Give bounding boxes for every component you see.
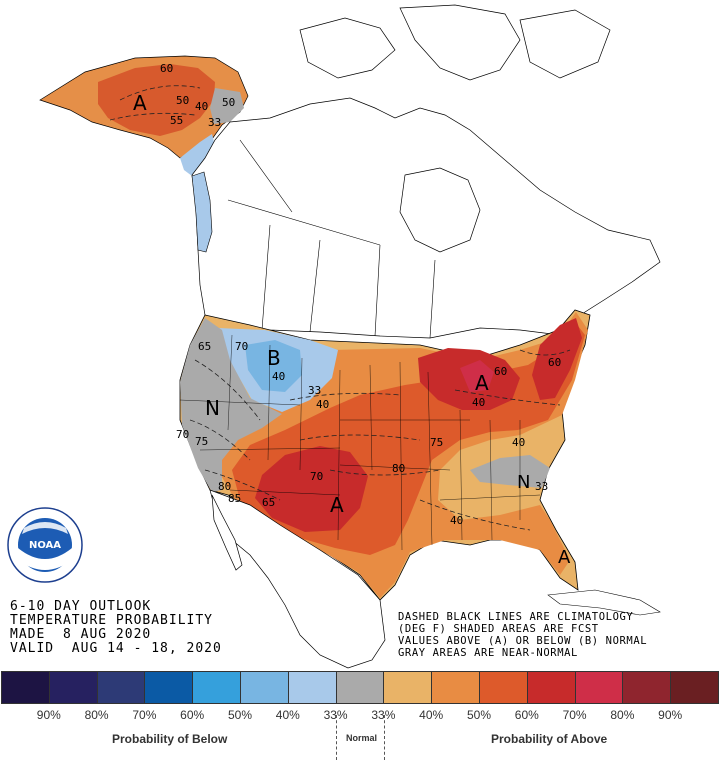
bc-coast-blue (191, 171, 213, 253)
region-above-florida: A (558, 547, 571, 568)
legend-divider-left (336, 715, 337, 760)
legend-below-label: Probability of Below (112, 732, 228, 746)
midwest-peak (460, 360, 494, 392)
region-normal-west: N (205, 396, 220, 420)
noaa-logo: NOAA (7, 507, 83, 583)
region-above-midwest: A (475, 371, 489, 395)
alaska-gray-shade (210, 88, 244, 124)
legend-percent-label: 70% (562, 708, 587, 722)
contour-label: 70 (176, 428, 189, 441)
legend-swatch (1, 671, 50, 704)
legend-percent-label: 50% (466, 708, 492, 722)
outlook-map: A A A A B N N 60 50 40 55 50 33 70 40 33… (7, 4, 661, 669)
alaska-dark-shade (98, 64, 215, 136)
region-above-southwest: A (330, 493, 344, 517)
legend-swatch (287, 671, 337, 704)
contour-label: 40 (450, 514, 463, 527)
legend-swatch (526, 671, 576, 704)
region-below-northwest: B (267, 346, 281, 370)
note-line-4: GRAY AREAS ARE NEAR-NORMAL (398, 647, 578, 659)
contour-label: 40 (512, 436, 525, 449)
legend-percent-label: 60% (180, 708, 205, 722)
contour-label: 65 (262, 496, 275, 509)
note-line-2: (DEG F) SHADED AREAS ARE FCST (398, 623, 599, 635)
contour-label: 33 (308, 384, 321, 397)
legend-percent-label: 60% (514, 708, 539, 722)
contour-label: 65 (198, 340, 211, 353)
note-line-1: DASHED BLACK LINES ARE CLIMATOLOGY (398, 611, 634, 623)
contour-label: 40 (472, 396, 485, 409)
province-borders (227, 139, 436, 339)
mexico-landmass (209, 489, 386, 669)
baja-california (211, 494, 243, 571)
legend-percent-label: 80% (84, 708, 109, 722)
contour-label: 55 (170, 114, 183, 127)
contour-label: 50 (176, 94, 189, 107)
legend-above-label: Probability of Above (491, 732, 608, 746)
contour-label: 75 (195, 435, 208, 448)
contour-label: 50 (222, 96, 235, 109)
region-above-alaska: A (133, 91, 147, 115)
northwest-blue-core (245, 340, 302, 392)
legend-swatch (48, 671, 98, 704)
legend-swatch (240, 671, 289, 704)
legend-swatch (144, 671, 194, 704)
southwest-core (255, 446, 368, 532)
legend-swatch (192, 671, 241, 704)
cuba (547, 589, 661, 616)
alaska-panhandle-blue (180, 134, 216, 176)
title-line-1: 6-10 DAY OUTLOOK (10, 599, 152, 614)
legend-swatch (335, 671, 385, 704)
climatology-lines (109, 85, 571, 531)
contour-label: 70 (310, 470, 323, 483)
contour-label: 40 (195, 100, 208, 113)
northeast-core (532, 318, 582, 400)
contour-label: 33 (535, 480, 548, 493)
legend-swatch (622, 671, 672, 704)
hudson-bay (399, 167, 481, 253)
contour-label: 85 (228, 492, 241, 505)
noaa-logo-text: NOAA (29, 540, 61, 551)
west-gray (180, 318, 282, 492)
contour-label: 60 (548, 356, 561, 369)
contour-label: 40 (272, 370, 285, 383)
legend-percent-label: 40% (419, 708, 444, 722)
legend-percent-label: 90% (36, 708, 61, 722)
note-line-3: VALUES ABOVE (A) OR BELOW (B) NORMAL (398, 635, 648, 647)
legend-swatch (383, 671, 433, 704)
legend-percent-label: 90% (658, 708, 683, 722)
legend-percent-label: 40% (275, 708, 300, 722)
contour-label: 70 (235, 340, 248, 353)
legend-percent-label: 80% (610, 708, 635, 722)
contour-label: 80 (392, 462, 405, 475)
legend-normal-label: Normal (346, 733, 378, 743)
legend-percent-label: 33% (323, 708, 348, 722)
contour-label: 60 (160, 62, 173, 75)
legend-swatch (479, 671, 528, 704)
legend-percent-label: 50% (227, 708, 253, 722)
contour-label: 33 (208, 116, 221, 129)
title-line-3: MADE 8 AUG 2020 (10, 627, 152, 642)
legend-swatch (96, 671, 146, 704)
contour-label: 75 (430, 436, 443, 449)
state-borders (179, 334, 541, 551)
contour-label: 60 (494, 365, 507, 378)
legend-swatch (670, 671, 719, 704)
contour-label: 80 (218, 480, 231, 493)
title-line-2: TEMPERATURE PROBABILITY (10, 613, 214, 628)
title-line-4: VALID AUG 14 - 18, 2020 (10, 641, 222, 656)
legend-percent-label: 70% (132, 708, 157, 722)
legend-divider-right (384, 715, 385, 760)
southeast-gray (470, 455, 550, 488)
legend-percent-label: 33% (371, 708, 396, 722)
arctic-islands (299, 4, 611, 81)
region-normal-southeast: N (517, 472, 530, 493)
legend-swatch (431, 671, 480, 704)
legend-swatch (574, 671, 624, 704)
contour-label: 40 (316, 398, 329, 411)
